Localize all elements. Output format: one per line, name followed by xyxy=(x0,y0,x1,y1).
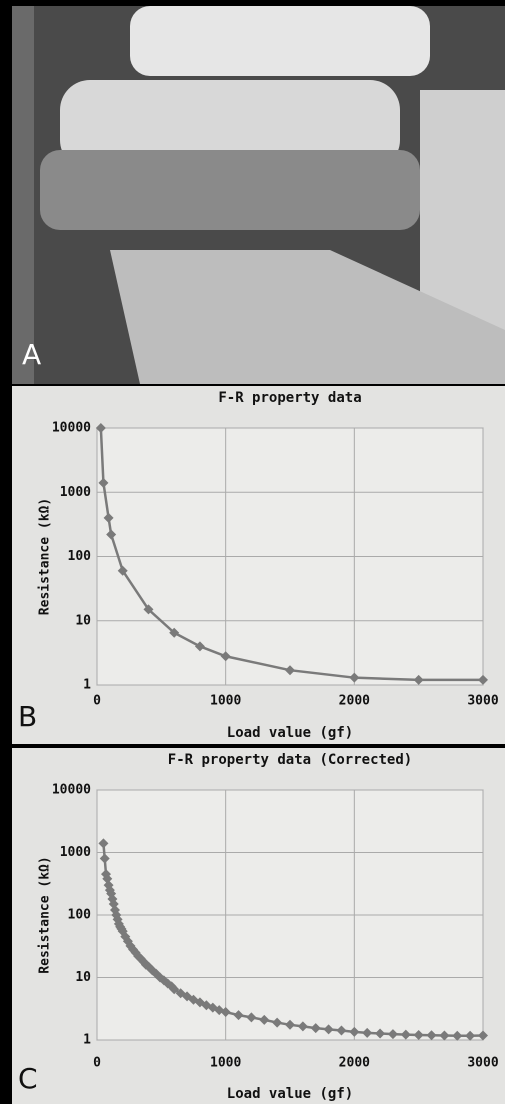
x-tick-label: 3000 xyxy=(467,1056,498,1071)
y-tick-label: 100 xyxy=(68,908,92,923)
marker xyxy=(169,984,180,995)
marker xyxy=(106,529,117,540)
marker xyxy=(98,838,109,849)
marker xyxy=(285,665,295,676)
marker xyxy=(478,1030,488,1041)
x-tick-label: 1000 xyxy=(210,694,241,709)
panel-label: B xyxy=(18,700,37,733)
marker xyxy=(246,1012,257,1023)
x-tick-label: 0 xyxy=(93,694,101,709)
photo-shape xyxy=(40,150,420,230)
marker xyxy=(387,1029,398,1040)
marker xyxy=(336,1025,347,1036)
y-axis-label: Resistance (kΩ) xyxy=(38,498,53,615)
marker xyxy=(220,651,231,662)
panel-label: C xyxy=(18,1062,38,1095)
marker xyxy=(194,641,205,652)
marker xyxy=(117,565,128,576)
marker xyxy=(143,604,154,615)
marker xyxy=(285,1019,295,1030)
panel-label: A xyxy=(22,338,41,371)
x-axis-label: Load value (gf) xyxy=(227,725,353,741)
x-tick-label: 2000 xyxy=(339,1056,370,1071)
chart-title: F-R property data (Corrected) xyxy=(168,752,412,768)
x-tick-label: 0 xyxy=(93,1056,101,1071)
marker xyxy=(102,873,113,884)
y-tick-label: 100 xyxy=(68,549,92,564)
marker xyxy=(413,674,424,685)
x-axis-label: Load value (gf) xyxy=(227,1086,353,1102)
photo: A xyxy=(12,6,505,384)
marker xyxy=(375,1028,386,1039)
marker xyxy=(99,853,110,864)
y-tick-label: 1000 xyxy=(60,845,91,860)
y-tick-label: 10 xyxy=(75,613,91,628)
marker xyxy=(220,1007,231,1018)
marker xyxy=(95,423,106,433)
marker xyxy=(169,627,180,638)
y-axis-label: Resistance (kΩ) xyxy=(38,856,53,973)
x-tick-label: 2000 xyxy=(339,694,370,709)
marker xyxy=(478,674,488,685)
marker xyxy=(349,1026,360,1037)
marker xyxy=(323,1024,334,1035)
photo-shape xyxy=(110,250,505,384)
y-tick-label: 10000 xyxy=(52,421,91,436)
y-tick-label: 1 xyxy=(83,1033,91,1048)
x-tick-label: 3000 xyxy=(467,694,498,709)
marker xyxy=(120,931,131,942)
marker xyxy=(426,1030,437,1041)
marker xyxy=(439,1030,450,1041)
marker xyxy=(259,1014,270,1025)
y-tick-label: 1000 xyxy=(60,485,91,500)
marker xyxy=(465,1030,476,1041)
marker xyxy=(98,477,109,488)
marker xyxy=(349,672,360,683)
marker xyxy=(122,936,133,947)
marker xyxy=(272,1017,283,1028)
marker xyxy=(400,1029,411,1040)
marker xyxy=(310,1023,321,1034)
y-tick-label: 1 xyxy=(83,678,91,693)
chart-title: F-R property data xyxy=(218,390,361,406)
marker xyxy=(297,1021,308,1032)
marker xyxy=(362,1027,373,1038)
photo-shape xyxy=(12,6,34,384)
photo-shape xyxy=(130,6,430,76)
y-tick-label: 10000 xyxy=(52,783,91,798)
y-tick-label: 10 xyxy=(75,970,91,985)
marker xyxy=(233,1010,244,1021)
photo-shape xyxy=(60,80,400,170)
x-tick-label: 1000 xyxy=(210,1056,241,1071)
marker xyxy=(103,512,114,523)
marker xyxy=(452,1030,463,1041)
marker xyxy=(413,1030,424,1041)
